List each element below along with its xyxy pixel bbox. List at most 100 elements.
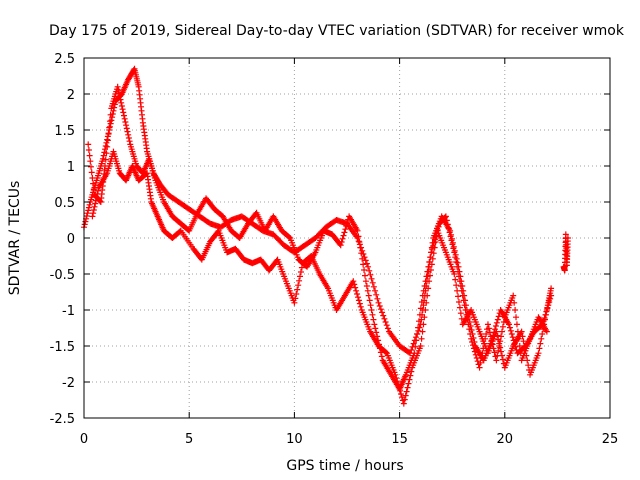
data-point [519, 333, 526, 340]
data-point [393, 375, 400, 381]
data-point [415, 324, 422, 331]
data-point [422, 307, 429, 313]
data-point [364, 287, 371, 294]
data-point [118, 103, 125, 109]
x-tick-label: 5 [185, 432, 193, 447]
y-tick-label: -2 [62, 376, 75, 391]
data-point [373, 291, 380, 298]
data-point [297, 273, 304, 280]
data-point [89, 175, 96, 181]
data-points [81, 65, 571, 407]
x-tick-label: 15 [391, 432, 408, 447]
data-point [442, 214, 449, 221]
data-point [366, 297, 373, 304]
y-tick-label: 1.5 [54, 124, 75, 139]
data-point [460, 297, 467, 304]
data-point [366, 267, 373, 274]
data-point [97, 198, 104, 205]
data-point [429, 255, 436, 262]
data-point [413, 337, 420, 344]
x-tick-label: 0 [80, 432, 88, 447]
series-trace-lower [89, 148, 555, 407]
data-point [564, 235, 571, 241]
x-axis-label: GPS time / hours [286, 458, 403, 474]
data-point [483, 331, 490, 337]
data-point [123, 122, 130, 129]
data-point [426, 272, 433, 279]
data-point [470, 342, 477, 349]
data-point [370, 283, 377, 290]
data-point [543, 328, 550, 335]
data-point [99, 155, 106, 162]
grid [84, 58, 610, 418]
data-point [102, 156, 109, 163]
data-point [354, 227, 361, 234]
data-point [120, 109, 127, 116]
data-point [423, 273, 430, 280]
data-point [368, 307, 375, 313]
data-point [509, 334, 516, 341]
data-point [537, 340, 544, 347]
data-point [104, 137, 111, 144]
data-point [424, 292, 431, 299]
data-point [453, 282, 460, 289]
y-tick-label: -2.5 [50, 412, 75, 427]
data-point [372, 325, 379, 332]
data-point [512, 307, 519, 313]
data-point [428, 261, 435, 268]
data-point [513, 314, 520, 321]
data-point [447, 233, 454, 240]
data-point [294, 286, 301, 293]
data-point [362, 272, 369, 279]
data-point [81, 221, 88, 228]
data-point [456, 278, 463, 285]
data-point [357, 244, 364, 251]
data-point [116, 93, 123, 100]
data-point [381, 315, 388, 322]
data-point [86, 201, 93, 208]
data-point [123, 125, 130, 132]
data-point [353, 287, 360, 294]
data-point [520, 338, 527, 345]
data-point [424, 268, 431, 275]
data-point [352, 284, 359, 291]
data-point [368, 275, 375, 282]
y-tick-label: -1.5 [50, 340, 75, 355]
data-point [125, 131, 132, 138]
data-point [548, 285, 555, 292]
data-point [293, 291, 300, 297]
data-point [344, 219, 351, 226]
data-point [354, 291, 361, 297]
data-point [397, 387, 404, 394]
data-point [377, 306, 384, 313]
data-point [108, 117, 115, 124]
data-point [417, 343, 424, 349]
data-point [484, 321, 491, 328]
data-point [360, 261, 367, 268]
data-point [418, 335, 425, 342]
data-point [499, 323, 506, 330]
data-point [420, 321, 427, 328]
data-point [472, 351, 479, 358]
data-point [369, 279, 376, 286]
data-point [451, 249, 458, 256]
data-point [362, 278, 369, 285]
data-point [117, 96, 124, 103]
data-point [420, 287, 427, 294]
data-point [85, 147, 92, 153]
data-point [125, 135, 132, 141]
series-trace-end [560, 231, 571, 274]
data-point [457, 310, 464, 317]
data-point [363, 283, 370, 289]
data-point [356, 239, 363, 245]
data-point [351, 281, 358, 288]
x-axis-ticks: 0 5 10 15 20 25 [80, 58, 618, 447]
data-point [495, 313, 502, 320]
data-point [496, 340, 503, 347]
y-tick-label: -1 [62, 304, 75, 319]
data-point [455, 273, 462, 280]
data-point [418, 299, 425, 305]
data-point [449, 241, 456, 248]
data-point [83, 213, 90, 219]
